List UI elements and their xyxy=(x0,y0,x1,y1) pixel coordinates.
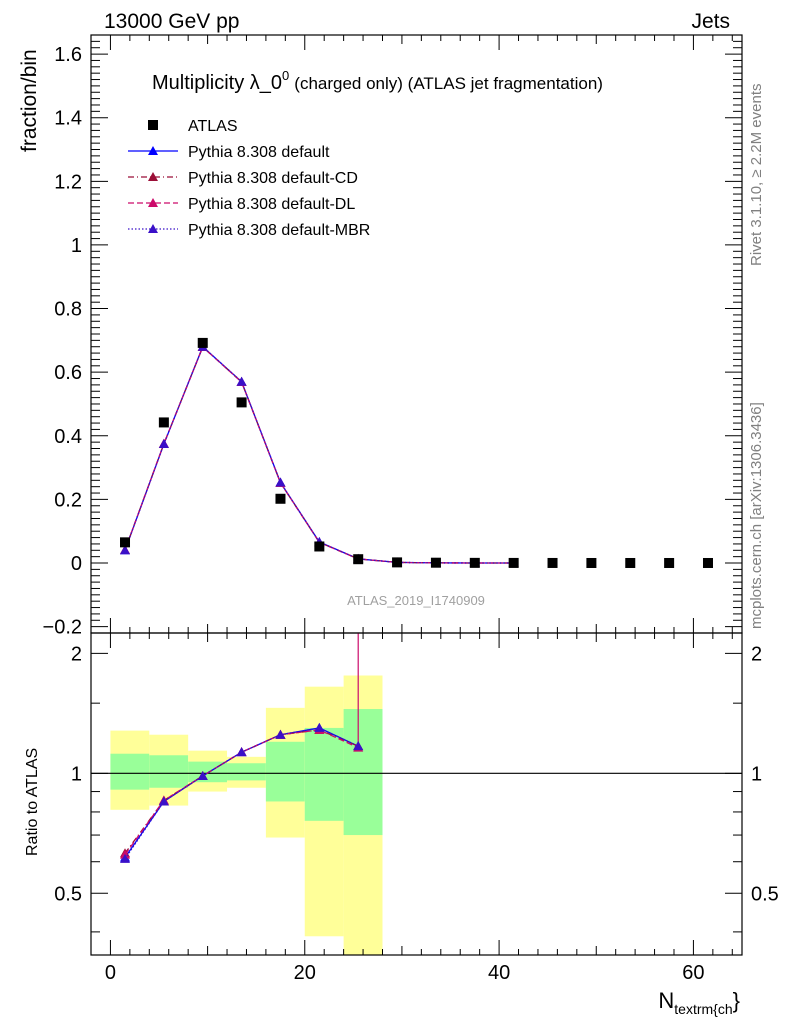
main-line-dl xyxy=(124,345,514,564)
x-axis-label: Ntextrm{ch} xyxy=(658,988,740,1017)
data-point xyxy=(392,557,403,568)
main-line-mbr xyxy=(124,345,514,564)
main-y-tick-label: 1.6 xyxy=(54,44,82,66)
legend-label-cd: Pythia 8.308 default-CD xyxy=(188,170,358,187)
ratio-frame xyxy=(90,632,743,956)
main-y-tick-label: −0.2 xyxy=(43,617,82,639)
data-point xyxy=(625,557,636,568)
legend-label-data: ATLAS xyxy=(188,118,238,135)
main-y-tick-label: 0.8 xyxy=(54,299,82,321)
main-y-tick-label: 1 xyxy=(71,235,82,257)
data-point xyxy=(314,541,325,552)
main-point-mbr xyxy=(120,545,131,555)
x-tick-label: 60 xyxy=(682,962,704,984)
data-point xyxy=(158,417,169,428)
x-tick-label: 0 xyxy=(105,962,116,984)
data-point xyxy=(547,557,558,568)
legend-marker-data xyxy=(148,120,158,130)
header-left: 13000 GeV pp xyxy=(104,10,239,33)
ratio-point-mbr xyxy=(158,796,169,806)
x-tick-label: 40 xyxy=(488,962,510,984)
ratio-band-inner xyxy=(149,755,189,788)
ratio-band-inner xyxy=(304,727,344,821)
legend-marker-cd xyxy=(148,172,158,181)
data-point xyxy=(120,537,131,548)
data-point xyxy=(236,397,247,408)
main-plot-area xyxy=(120,337,713,568)
data-point xyxy=(469,557,480,568)
ratio-y-tick-label-left: 1 xyxy=(71,763,82,785)
main-y-tick-label: 0.2 xyxy=(54,489,82,511)
ratio-point-mbr xyxy=(236,747,247,757)
ratio-band-inner xyxy=(227,763,266,781)
chart-title-suffix: (charged only) (ATLAS jet fragmentation) xyxy=(294,74,603,93)
data-point xyxy=(664,557,675,568)
main-line-cd xyxy=(124,345,514,564)
ratio-band-inner xyxy=(343,709,383,836)
legend-marker-default xyxy=(148,146,158,155)
legend-marker-dl xyxy=(148,198,158,207)
ratio-point-mbr xyxy=(120,853,131,863)
main-y-tick-label: 0 xyxy=(71,553,82,575)
watermark: ATLAS_2019_I1740909 xyxy=(347,593,485,608)
main-y-tick-label: 0.4 xyxy=(54,426,82,448)
ratio-point-mbr xyxy=(314,722,325,732)
x-axis-label-subscript: textrm{ch xyxy=(674,1001,732,1017)
main-y-tick-label: 1.2 xyxy=(54,171,82,193)
legend-marker-mbr xyxy=(148,224,158,233)
ratio-y-axis-label: Ratio to ATLAS xyxy=(24,748,41,856)
x-axis-label-tail: } xyxy=(733,988,740,1013)
chart-title-superscript: 0 xyxy=(282,68,289,83)
ratio-y-tick-label-right: 2 xyxy=(751,643,762,665)
main-point-mbr xyxy=(158,439,169,449)
chart-title: Multiplicity λ_00 (charged only) (ATLAS j… xyxy=(152,68,603,94)
ratio-band-inner xyxy=(265,741,305,802)
data-point xyxy=(430,557,441,568)
main-y-tick-label: 0.6 xyxy=(54,362,82,384)
data-point xyxy=(702,557,713,568)
x-tick-label: 20 xyxy=(294,962,316,984)
ratio-y-tick-label-right: 0.5 xyxy=(751,883,779,905)
chart-title-main: Multiplicity λ_0 xyxy=(152,72,282,94)
main-point-mbr xyxy=(236,376,247,386)
data-point xyxy=(508,557,519,568)
main-y-tick-label: 1.4 xyxy=(54,108,82,130)
main-point-mbr xyxy=(275,477,286,487)
ratio-point-mbr xyxy=(275,729,286,739)
ratio-point-mbr xyxy=(197,770,208,780)
legend: ATLAS Pythia 8.308 default Pythia 8.308 de… xyxy=(128,118,370,239)
data-point xyxy=(275,493,286,504)
ratio-band-inner xyxy=(110,753,150,790)
data-point xyxy=(197,337,208,348)
legend-label-dl: Pythia 8.308 default-DL xyxy=(188,196,355,213)
ratio-y-tick-label-left: 0.5 xyxy=(54,883,82,905)
ratio-y-tick-label-right: 1 xyxy=(751,763,762,785)
legend-label-default: Pythia 8.308 default xyxy=(188,144,330,161)
rivet-label: Rivet 3.1.10, ≥ 2.2M events xyxy=(748,84,765,267)
ratio-y-tick-label-left: 2 xyxy=(71,643,82,665)
data-point xyxy=(353,554,364,565)
header-right: Jets xyxy=(691,10,730,33)
x-axis-label-main: N xyxy=(658,988,674,1013)
main-y-axis-label: fraction/bin xyxy=(18,49,41,152)
data-point xyxy=(586,557,597,568)
ratio-point-mbr xyxy=(353,741,364,751)
ratio-plot-area xyxy=(91,633,742,955)
legend-label-mbr: Pythia 8.308 default-MBR xyxy=(188,222,370,239)
main-panel: −0.2 0 0.2 0.4 0.6 0.8 1 1.2 1.4 1.6 xyxy=(43,34,743,639)
main-line-default xyxy=(124,345,514,564)
mcplots-label: mcplots.cern.ch [arXiv:1306.3436] xyxy=(748,402,765,629)
ratio-panel: 0.5 0.5 1 1 2 2 xyxy=(54,632,779,956)
